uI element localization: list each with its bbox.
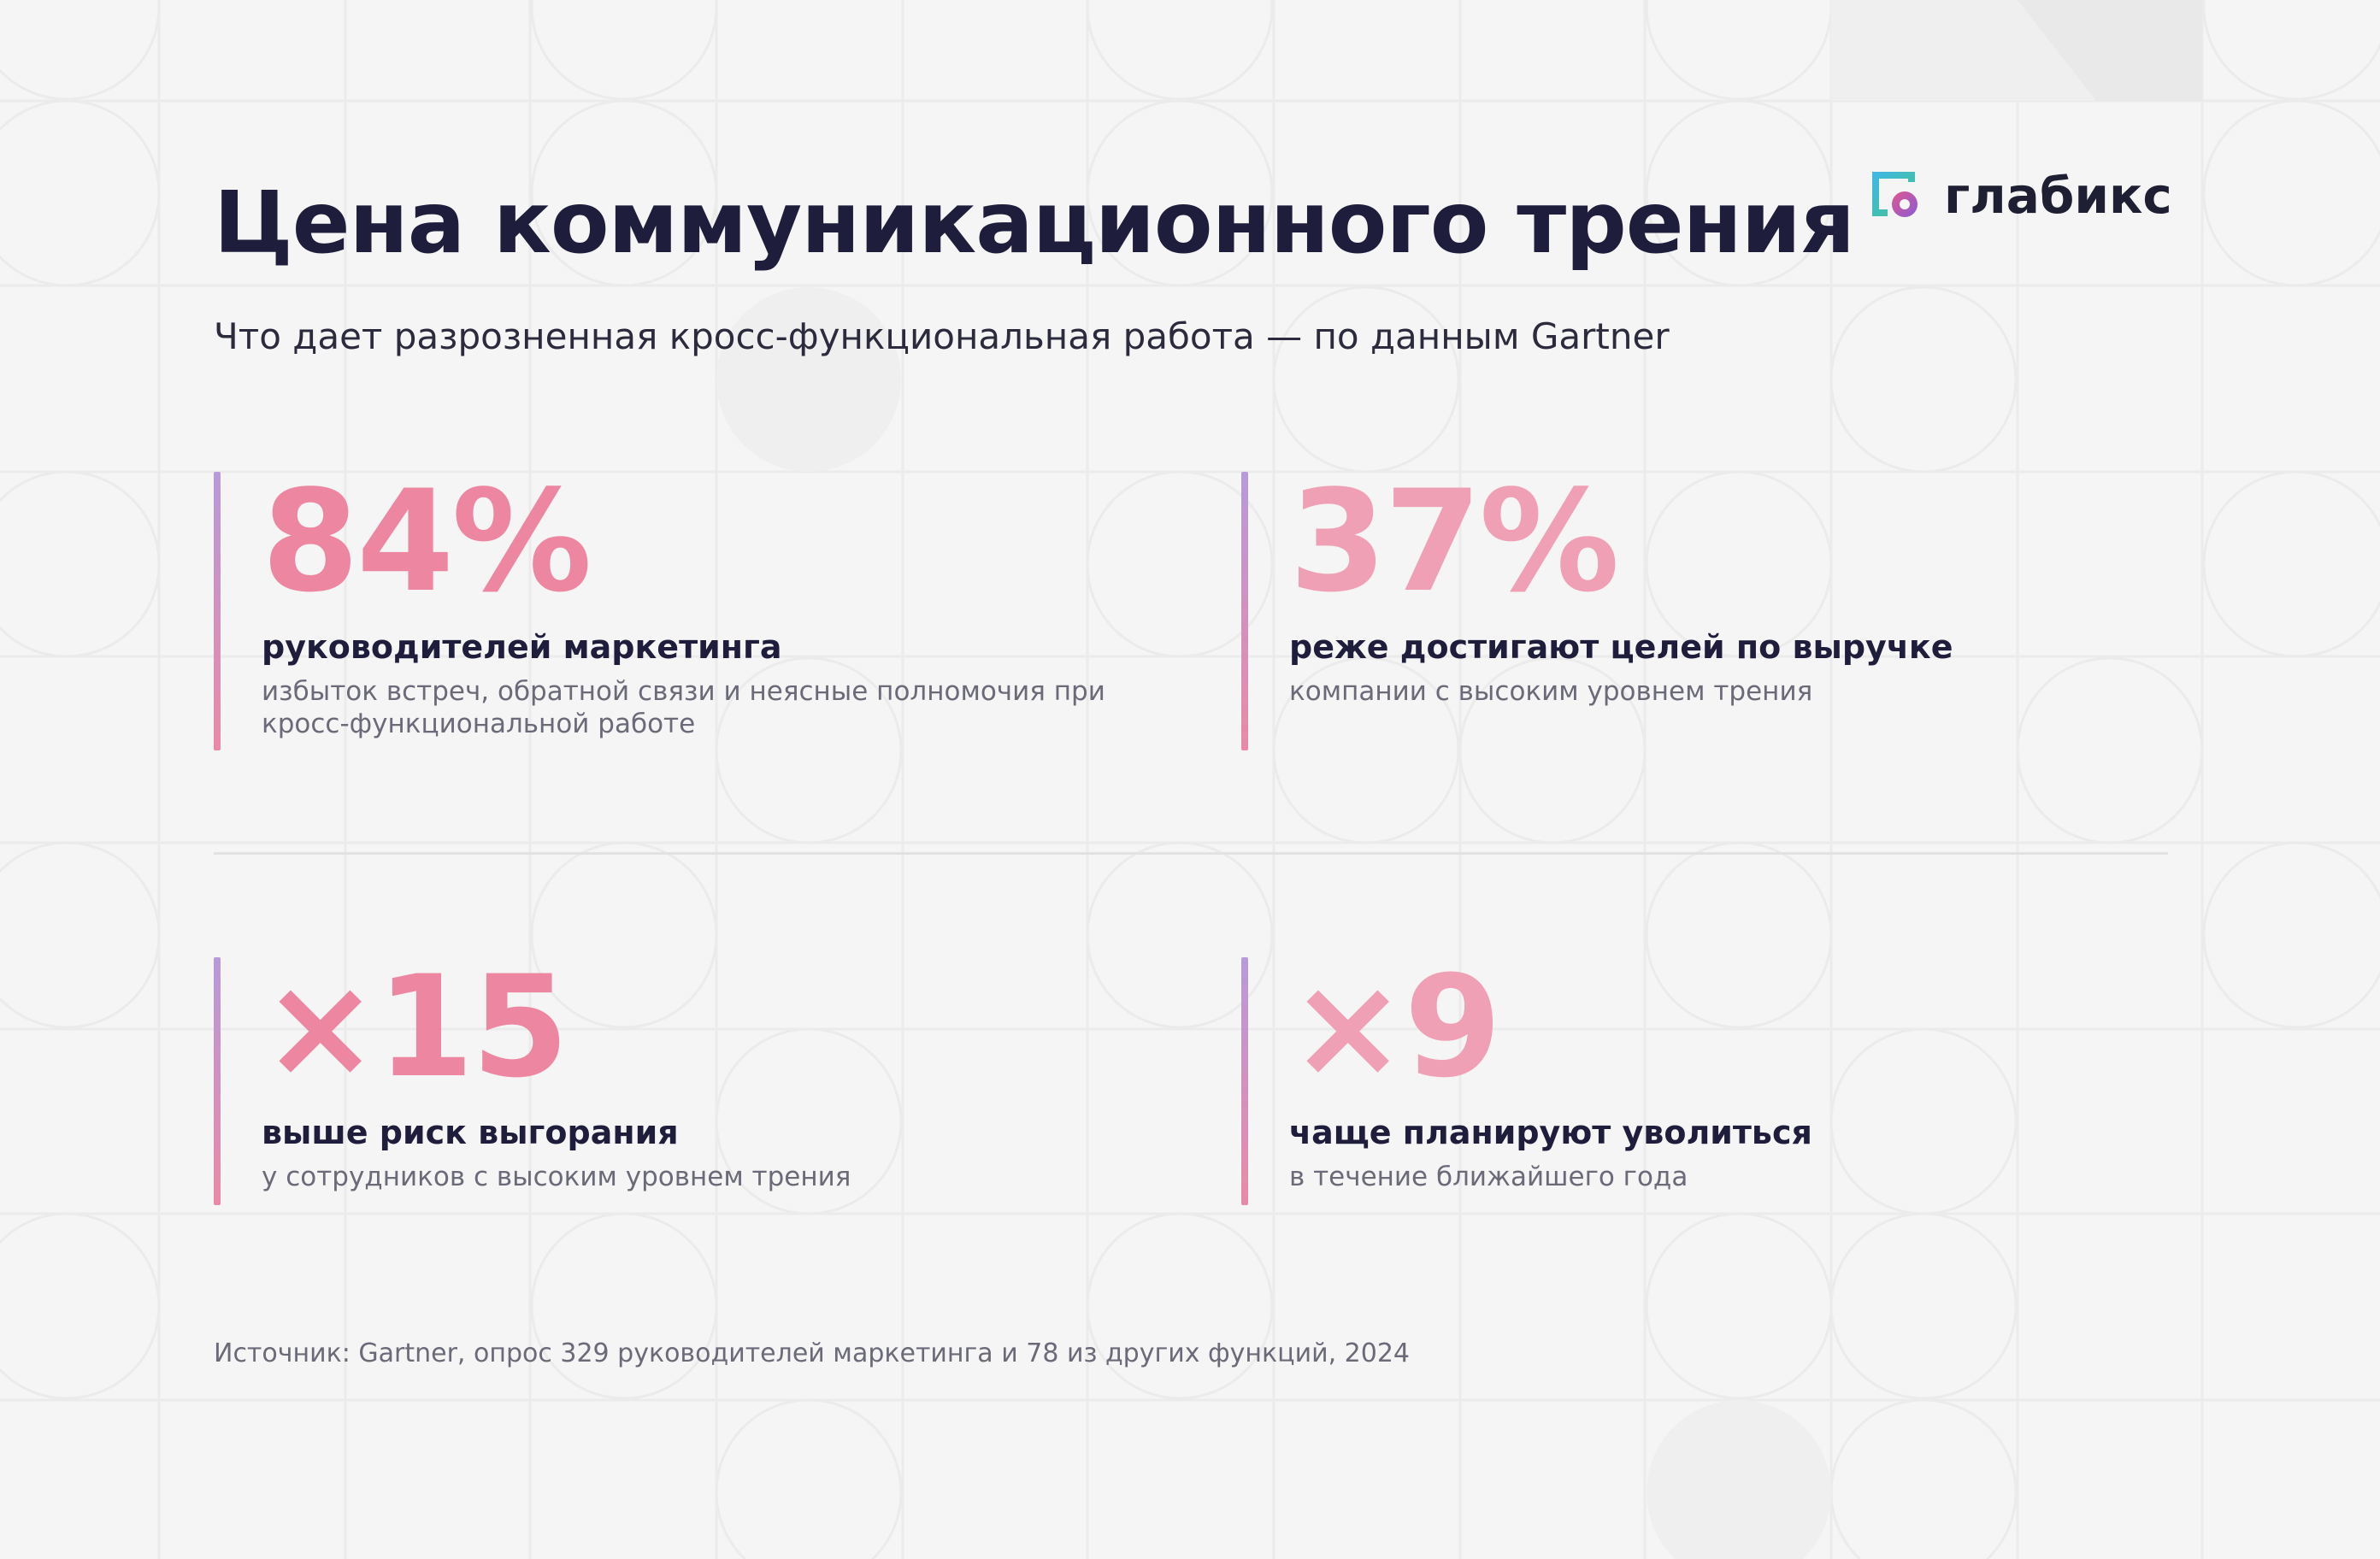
stat-value: 37% bbox=[1289, 460, 1620, 623]
stat-label: выше риск выгорания bbox=[262, 1114, 679, 1151]
stat-card: ×15 выше риск выгорания у сотрудников с … bbox=[214, 952, 1202, 1205]
stat-label: руководителей маркетинга bbox=[262, 628, 782, 666]
stat-value: ×9 bbox=[1289, 945, 1502, 1109]
stat-card: ×9 чаще планируют уволиться в течение бл… bbox=[1241, 952, 2230, 1205]
page-title: Цена коммуникационного трения bbox=[214, 173, 1855, 273]
stat-description: компании с высоким уровнем трения bbox=[1289, 676, 1813, 707]
section-divider bbox=[214, 852, 2168, 855]
stat-value: ×15 bbox=[262, 945, 569, 1109]
stat-value: 84% bbox=[262, 460, 592, 623]
logo-text: глабикс bbox=[1944, 167, 2172, 225]
stat-label: чаще планируют уволиться bbox=[1289, 1114, 1812, 1151]
stat-description: избыток встреч, обратной связи и неясные… bbox=[262, 676, 1105, 739]
stat-card: 37% реже достигают целей по выручке комп… bbox=[1241, 467, 2230, 750]
brand-logo[interactable]: глабикс bbox=[1869, 166, 2172, 226]
stat-card: 84% руководителей маркетинга избыток вст… bbox=[214, 467, 1202, 750]
source-note: Источник: Gartner, опрос 329 руководител… bbox=[214, 1338, 1410, 1368]
stat-description: в течение ближайшего года bbox=[1289, 1162, 1688, 1192]
stat-description: у сотрудников с высоким уровнем трения bbox=[262, 1162, 851, 1192]
glabix-logo-icon bbox=[1872, 172, 1918, 217]
stat-label: реже достигают целей по выручке bbox=[1289, 628, 1953, 666]
page-subtitle: Что дает разрозненная кросс-функциональн… bbox=[214, 315, 1670, 357]
